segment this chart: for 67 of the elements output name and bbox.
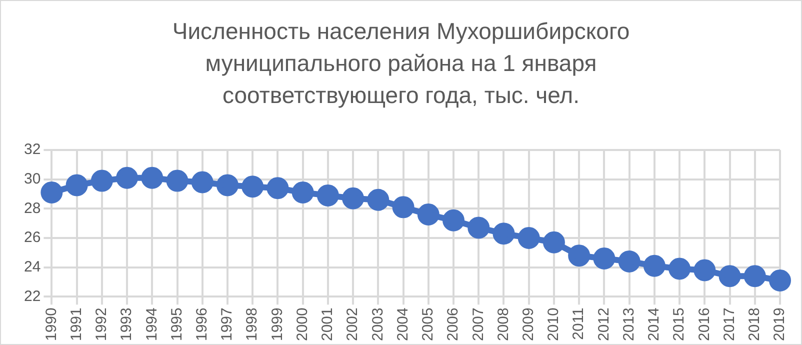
x-tick-label: 2004	[394, 308, 412, 342]
y-tick-label: 32	[24, 141, 41, 158]
point	[191, 171, 214, 194]
point	[769, 270, 791, 292]
x-tick-label: 2010	[545, 308, 562, 342]
x-tick-label: 2008	[494, 308, 512, 342]
x-tick-label: 1998	[244, 308, 261, 342]
point	[342, 187, 364, 210]
point	[593, 248, 616, 270]
point	[40, 182, 63, 204]
x-tick-label: 1993	[118, 308, 136, 342]
y-tick-label: 26	[24, 229, 41, 246]
y-tick-label: 28	[24, 200, 41, 217]
x-tick-label: 2019	[771, 308, 788, 342]
point	[66, 174, 88, 196]
x-tick-label: 1991	[68, 308, 85, 342]
point	[694, 259, 716, 282]
x-tick-label: 2013	[620, 308, 638, 342]
point	[744, 265, 766, 288]
point	[316, 184, 339, 206]
point	[417, 204, 440, 226]
x-tick-label: 1992	[93, 308, 110, 342]
point	[668, 258, 691, 280]
point	[468, 216, 490, 239]
point	[518, 226, 540, 249]
chart-title: Численность населения Мухоршибирского муниципального района на 1 января соответствующего года, тыс. чел.	[171, 17, 631, 110]
point	[618, 250, 640, 272]
point	[492, 222, 515, 245]
x-tick-label: 1994	[143, 308, 160, 342]
x-tick-label: 2011	[570, 308, 588, 340]
x-tick-label: 2006	[444, 308, 462, 342]
point	[216, 174, 238, 196]
x-tick-label: 2015	[670, 308, 688, 342]
x-tick-label: 2007	[470, 308, 487, 342]
point	[643, 254, 666, 277]
x-tick-label: 2001	[319, 308, 336, 342]
point	[542, 231, 565, 254]
point	[367, 188, 390, 211]
x-tick-label: 1996	[194, 308, 211, 342]
x-tick-label: 2000	[294, 308, 311, 342]
x-tick-label: 2012	[595, 308, 612, 342]
point	[568, 244, 590, 267]
point	[718, 265, 741, 288]
point	[242, 176, 264, 198]
x-tick-label: 2003	[369, 308, 386, 342]
x-tick-label: 2009	[520, 308, 537, 342]
point	[166, 170, 188, 192]
x-tick-label: 2018	[746, 308, 764, 342]
point	[116, 166, 138, 189]
x-tick-label: 2017	[720, 308, 738, 342]
x-tick-label: 1999	[268, 308, 286, 342]
y-tick-label: 30	[24, 170, 41, 188]
x-tick-label: 1997	[218, 308, 236, 342]
x-tick-label: 1990	[42, 308, 60, 342]
x-tick-label: 2002	[344, 308, 362, 342]
x-tick-label: 2016	[696, 308, 713, 342]
x-tick-label: 2005	[420, 308, 437, 342]
y-tick-label: 24	[24, 258, 41, 276]
x-tick-label: 1995	[168, 308, 186, 342]
point	[90, 170, 113, 192]
point	[442, 209, 465, 232]
x-tick-label: 2014	[646, 308, 663, 342]
point	[392, 196, 414, 218]
point	[292, 182, 314, 204]
point	[141, 166, 164, 189]
y-tick-label: 22	[24, 288, 41, 305]
point	[266, 177, 289, 200]
